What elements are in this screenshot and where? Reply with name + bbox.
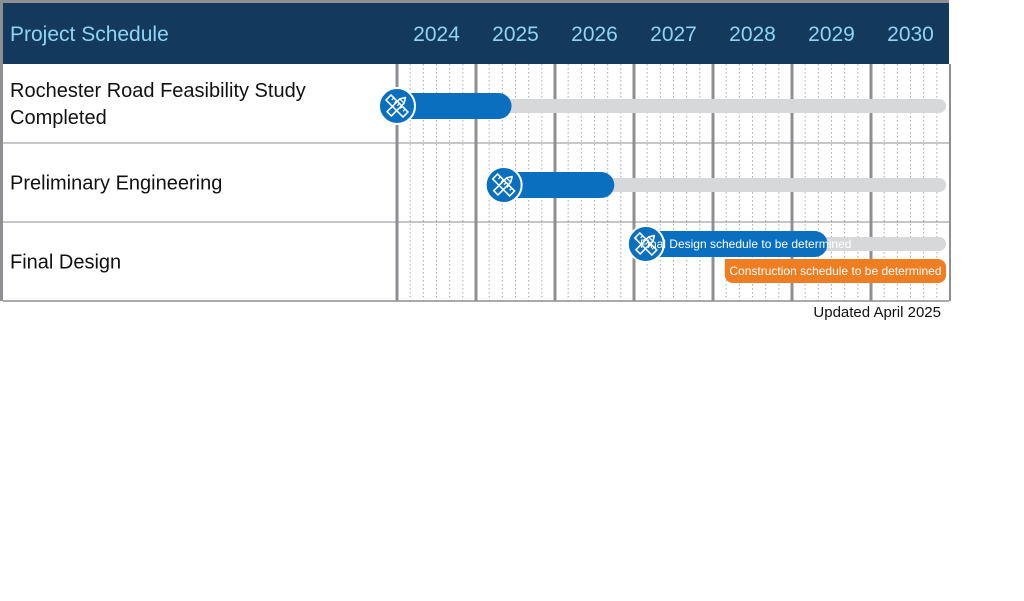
pencil-tip-line (399, 98, 405, 104)
chart-title: Project Schedule (10, 23, 169, 46)
ruler-shape (633, 231, 658, 257)
progress-bar (503, 172, 615, 198)
ruler-tick (402, 108, 406, 112)
icon-circle (484, 166, 523, 204)
pencil-shape (492, 175, 513, 196)
pencil-ruler-icon (484, 166, 523, 204)
ruler-tick (640, 235, 644, 239)
top-border (0, 0, 949, 4)
progress-bar (397, 93, 512, 119)
ruler-tick (642, 238, 646, 242)
pencil-body (492, 175, 513, 196)
ruler-tick (648, 243, 652, 247)
row-label-line: Rochester Road Feasibility Study (10, 80, 306, 102)
bar-label: Final Design schedule to be determined (640, 237, 851, 251)
row-label-line: Completed (10, 107, 107, 129)
schedule-track (397, 99, 947, 113)
ruler-tick (497, 176, 501, 180)
row-label: Preliminary Engineering (10, 173, 222, 195)
ruler-tick (509, 187, 513, 191)
pencil-ruler-icon (626, 225, 665, 263)
row-label-line: Final Design (10, 252, 121, 274)
grid-major-line (395, 64, 399, 301)
row-label: Rochester Road Feasibility Study Complete… (10, 80, 306, 129)
row-label: Final Design (10, 252, 121, 274)
ruler-tick (399, 105, 403, 109)
right-border (949, 64, 951, 301)
icon-circle (378, 87, 416, 125)
ruler-tick (500, 179, 504, 183)
progress-bar (645, 231, 828, 257)
ruler-shape (491, 172, 516, 198)
year-label-2029: 2029 (808, 23, 855, 46)
year-label-2025: 2025 (492, 23, 539, 46)
year-label-2030: 2030 (887, 23, 934, 46)
tbd-bar-corner (724, 259, 737, 271)
year-label-2026: 2026 (571, 23, 618, 46)
grid-major-line (474, 64, 478, 301)
left-border (0, 3, 3, 301)
pencil-shape (635, 234, 656, 255)
ruler-body (491, 172, 516, 198)
ruler-tick (396, 103, 400, 107)
schedule-track (503, 178, 947, 192)
pencil-body (635, 234, 656, 255)
tbd-bar (724, 259, 947, 283)
ruler-tick (651, 246, 655, 250)
pencil-tip-line (506, 177, 512, 183)
ruler-tick (645, 241, 649, 245)
header-band (3, 3, 949, 64)
ruler-body (384, 93, 410, 119)
pencil-shape (386, 96, 407, 117)
year-label-2027: 2027 (650, 23, 697, 46)
tbd-bar-label: Construction schedule to be determined (729, 264, 941, 278)
pencil-body (386, 96, 407, 117)
footnote-updated: Updated April 2025 (813, 304, 941, 321)
ruler-shape (384, 93, 410, 119)
ruler-tick (391, 97, 395, 101)
ruler-tick (394, 100, 398, 104)
ruler-tick (506, 184, 510, 188)
pencil-tip-line (648, 236, 654, 242)
year-label-2028: 2028 (729, 23, 776, 46)
row-label-line: Preliminary Engineering (10, 173, 222, 195)
year-label-2024: 2024 (413, 23, 460, 46)
pencil-ruler-icon (378, 87, 416, 125)
ruler-tick (503, 182, 507, 186)
